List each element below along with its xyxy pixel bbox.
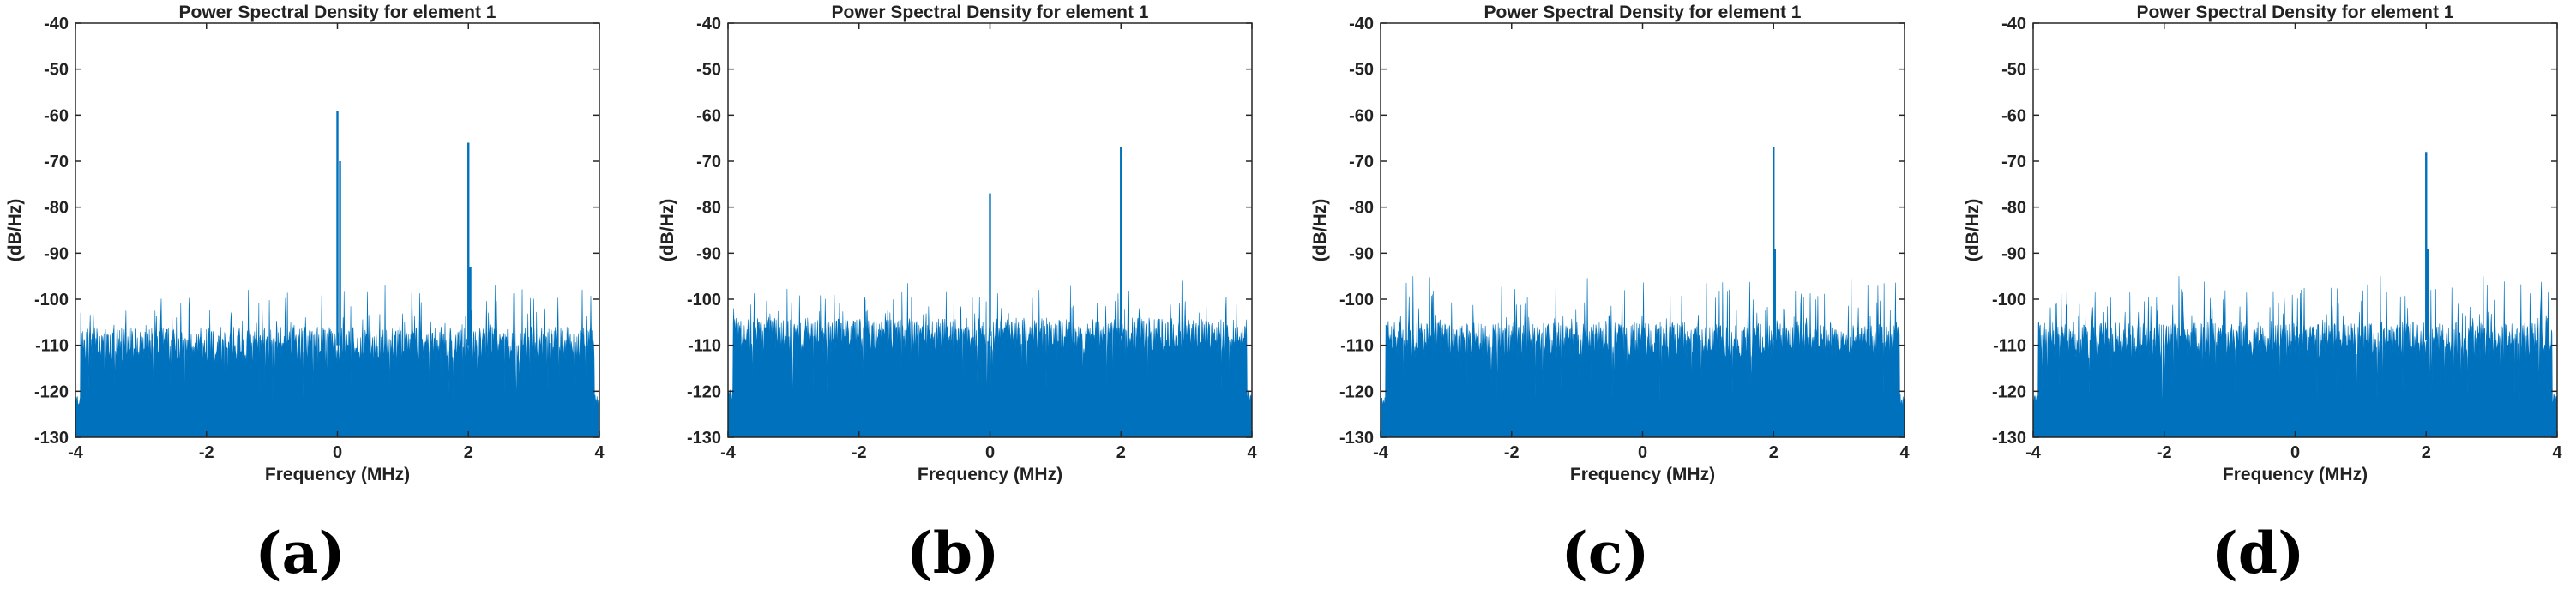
y-tick-label: -60 (2001, 106, 2026, 125)
panel-c: -130 -120 -110 -100 -90 -80 -70 -60 -50 -40 -4 -2 0 2… (1305, 0, 1949, 607)
x-tick-label: 4 (2552, 443, 2562, 462)
y-tick-label: -130 (1992, 429, 2026, 448)
x-tick-label: 2 (1769, 443, 1779, 462)
x-tick-label: 4 (594, 443, 605, 462)
psd-series (2032, 276, 2558, 438)
y-tick-label: -120 (34, 382, 69, 401)
y-tick-label: -80 (1349, 199, 1374, 218)
chart-title: Power Spectral Density for element 1 (832, 3, 1149, 22)
y-tick-label: -40 (696, 15, 721, 33)
y-axis-label: (dB/Hz) (5, 199, 25, 261)
panel-caption: (b) (906, 520, 1000, 586)
chart-title: Power Spectral Density for element 1 (179, 3, 497, 22)
psd-chart-d: -130 -120 -110 -100 -90 -80 -70 -60 -50 -40 -4 -2 0 2… (1963, 3, 2562, 484)
x-tick-label: 2 (1116, 443, 1126, 462)
y-tick-label: -100 (1339, 291, 1374, 310)
x-tick-label: -2 (1504, 443, 1520, 462)
y-tick-label: -100 (1992, 291, 2026, 310)
y-tick-label: -60 (44, 106, 69, 125)
y-tick-label: -120 (687, 382, 721, 401)
y-tick-label: -70 (2001, 153, 2026, 171)
panel-d: -130 -120 -110 -100 -90 -80 -70 -60 -50 -40 -4 -2 0 2… (1958, 0, 2576, 607)
y-tick-label: -130 (1339, 429, 1374, 448)
x-tick-label: -2 (2157, 443, 2172, 462)
x-tick-label: 2 (2422, 443, 2431, 462)
y-tick-label: -90 (696, 244, 721, 263)
y-tick-label: -90 (2001, 244, 2026, 263)
x-tick-label: 0 (985, 443, 995, 462)
y-tick-label: -130 (34, 429, 69, 448)
y-tick-label: -90 (1349, 244, 1374, 263)
y-tick-label: -100 (34, 291, 69, 310)
y-tick-label: -110 (35, 337, 69, 356)
panel-caption: (a) (255, 520, 346, 586)
y-axis-label: (dB/Hz) (1310, 199, 1330, 261)
y-tick-label: -60 (1349, 106, 1374, 125)
chart-title: Power Spectral Density for element 1 (1484, 3, 1802, 22)
y-tick-label: -50 (1349, 61, 1374, 80)
y-tick-label: -50 (44, 61, 69, 80)
panel-b: -130 -120 -110 -100 -90 -80 -70 -60 -50 -40 -4 -2 0 2… (653, 0, 1297, 607)
y-axis-label: (dB/Hz) (658, 199, 677, 261)
y-tick-label: -70 (1349, 153, 1374, 171)
y-tick-label: -110 (1993, 337, 2026, 356)
x-tick-label: 4 (1899, 443, 1910, 462)
psd-series (727, 280, 1253, 438)
y-tick-label: -80 (696, 199, 721, 218)
chart-title: Power Spectral Density for element 1 (2137, 3, 2454, 22)
psd-series (1380, 276, 1905, 438)
y-tick-label: -80 (44, 199, 69, 218)
panel-caption: (d) (2211, 520, 2305, 586)
x-tick-label: 2 (464, 443, 473, 462)
x-axis-label: Frequency (MHz) (265, 465, 410, 484)
y-tick-label: -40 (44, 15, 69, 33)
x-axis-label: Frequency (MHz) (918, 465, 1062, 484)
x-tick-label: -2 (852, 443, 867, 462)
x-tick-label: -4 (720, 443, 737, 462)
x-tick-label: -2 (199, 443, 214, 462)
y-tick-label: -90 (44, 244, 69, 263)
y-tick-label: -110 (1340, 337, 1374, 356)
y-tick-label: -130 (687, 429, 721, 448)
x-tick-label: -4 (2025, 443, 2042, 462)
y-tick-label: -60 (696, 106, 721, 125)
panel-caption: (c) (1561, 520, 1650, 586)
x-tick-label: 4 (1247, 443, 1257, 462)
x-tick-label: -4 (1373, 443, 1389, 462)
y-tick-label: -100 (687, 291, 721, 310)
x-tick-label: 0 (333, 443, 342, 462)
y-tick-label: -70 (44, 153, 69, 171)
x-tick-label: 0 (2290, 443, 2300, 462)
y-tick-label: -120 (1339, 382, 1374, 401)
y-tick-label: -50 (696, 61, 721, 80)
y-tick-label: -50 (2001, 61, 2026, 80)
psd-series (75, 285, 600, 438)
x-tick-label: -4 (68, 443, 84, 462)
psd-chart-a: -130 -120 -110 -100 -90 -80 -70 -60 -50 -40 -4 -2 0 2… (5, 3, 605, 484)
x-axis-label: Frequency (MHz) (1570, 465, 1715, 484)
y-tick-label: -120 (1992, 382, 2026, 401)
y-tick-label: -110 (688, 337, 721, 356)
y-tick-label: -80 (2001, 199, 2026, 218)
y-tick-label: -40 (2001, 15, 2026, 33)
y-tick-label: -40 (1349, 15, 1374, 33)
psd-chart-b: -130 -120 -110 -100 -90 -80 -70 -60 -50 -40 -4 -2 0 2… (658, 3, 1257, 484)
psd-chart-c: -130 -120 -110 -100 -90 -80 -70 -60 -50 -40 -4 -2 0 2… (1310, 3, 1910, 484)
y-axis-label: (dB/Hz) (1963, 199, 1983, 261)
panel-a: -130 -120 -110 -100 -90 -80 -70 -60 -50 -40 -4 -2 0 2… (0, 0, 644, 607)
x-axis-label: Frequency (MHz) (2223, 465, 2368, 484)
y-tick-label: -70 (696, 153, 721, 171)
x-tick-label: 0 (1638, 443, 1647, 462)
